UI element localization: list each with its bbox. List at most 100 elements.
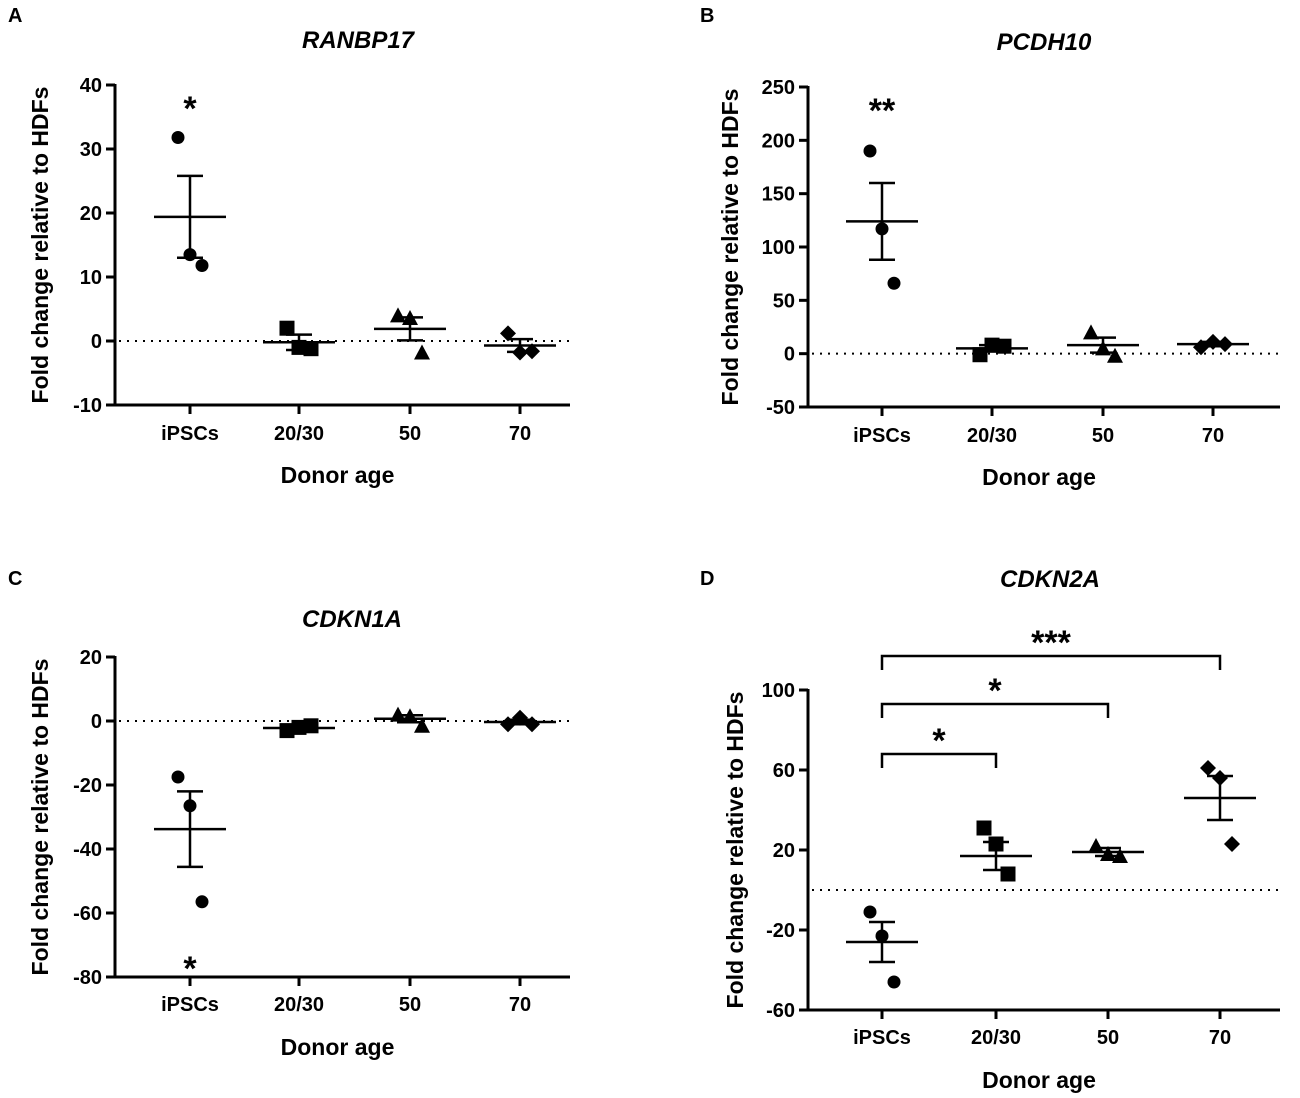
x-axis-title: Donor age: [281, 1034, 395, 1060]
group-50: [1067, 324, 1139, 363]
data-point-diamond: [1224, 836, 1240, 852]
y-tick-label: -20: [766, 920, 795, 942]
group-20-30: [263, 718, 335, 739]
x-tick-label: iPSCs: [161, 423, 219, 445]
y-axis-title: Fold change relative to HDFs: [717, 89, 743, 406]
y-tick-label: 60: [773, 760, 795, 782]
panel-letter: B: [700, 5, 714, 27]
data-point-triangle: [414, 344, 430, 360]
data-point-circle: [195, 895, 209, 909]
significance-bracket: [880, 654, 1222, 670]
y-tick-label: 20: [773, 840, 795, 862]
panel-letter: A: [8, 5, 22, 27]
chart-title: CDKN1A: [302, 606, 402, 633]
x-tick-label: 20/30: [971, 1027, 1021, 1049]
group-20-30: [956, 337, 1028, 363]
bracket-label: ***: [1031, 624, 1071, 662]
data-point-circle: [171, 770, 185, 784]
chart-panel-c: C CDKN1A -80 -60 -40 -20 0 20 iPSCs 20/30 50 70 Dono…: [8, 568, 570, 1060]
group-70: [1184, 760, 1256, 852]
y-tick-label: -50: [766, 397, 795, 419]
y-tick-label: -20: [73, 775, 102, 797]
y-tick-label: -80: [73, 967, 102, 989]
x-tick-label: 50: [399, 423, 421, 445]
data-point-triangle: [1107, 347, 1123, 363]
panel-letter: D: [700, 568, 714, 590]
group-ipscs: [846, 144, 918, 290]
data-point-diamond: [1200, 760, 1216, 776]
bracket-label: *: [988, 672, 1002, 710]
data-point-circle: [863, 905, 877, 919]
y-tick-label: 100: [762, 680, 795, 702]
x-tick-label: 20/30: [274, 994, 324, 1016]
y-axis-title: Fold change relative to HDFs: [27, 659, 53, 976]
x-axis-title: Donor age: [982, 464, 1096, 490]
y-axis-title: Fold change relative to HDFs: [722, 692, 748, 1009]
x-tick-label: 50: [399, 994, 421, 1016]
y-tick-label: 20: [80, 647, 102, 669]
data-point-circle: [887, 276, 901, 290]
group-50: [1072, 838, 1144, 863]
y-tick-label: 0: [784, 344, 795, 366]
y-tick-label: 100: [762, 237, 795, 259]
y-tick-label: 50: [773, 290, 795, 312]
x-tick-label: 20/30: [967, 425, 1017, 447]
chart-title: CDKN2A: [1000, 566, 1100, 593]
y-tick-label: 20: [80, 203, 102, 225]
y-tick-label: -60: [766, 1000, 795, 1022]
data-point-circle: [195, 258, 209, 272]
chart-title: PCDH10: [997, 29, 1092, 56]
chart-panel-a: A RANBP17 -10 0 10 20 30 40 iPSCs 20/30 50 70 Donor …: [8, 5, 570, 488]
panel-letter: C: [8, 568, 22, 590]
y-axis-title: Fold change relative to HDFs: [27, 87, 53, 404]
bracket-label: *: [932, 722, 946, 760]
y-tick-label: 40: [80, 75, 102, 97]
y-tick-label: 0: [91, 331, 102, 353]
significance-label: *: [183, 950, 197, 988]
y-tick-label: 30: [80, 139, 102, 161]
x-tick-label: iPSCs: [853, 425, 911, 447]
group-70: [1177, 333, 1249, 356]
group-ipscs: [154, 130, 226, 272]
chart-panel-d: D CDKN2A -60 -20 20 60 100 iPSCs 20/30 50 70 Donor …: [700, 566, 1280, 1093]
group-ipscs: [846, 905, 918, 989]
y-tick-label: 0: [91, 711, 102, 733]
x-tick-label: 70: [509, 994, 531, 1016]
group-70: [484, 709, 556, 733]
y-tick-label: -10: [73, 395, 102, 417]
y-tick-label: 150: [762, 184, 795, 206]
data-point-square: [303, 341, 319, 357]
group-50: [374, 307, 446, 360]
group-70: [484, 325, 556, 361]
chart-panel-b: B PCDH10 -50 0 50 100 150 200 250 iPSCs 20/30 50 70 D…: [700, 5, 1280, 490]
data-point-diamond: [500, 325, 516, 342]
significance-bracket: [880, 702, 1110, 718]
group-ipscs: [154, 770, 226, 909]
x-tick-label: iPSCs: [161, 994, 219, 1016]
group-50: [374, 706, 446, 733]
data-point-circle: [887, 975, 901, 989]
x-tick-label: iPSCs: [853, 1027, 911, 1049]
y-tick-label: 250: [762, 77, 795, 99]
x-tick-label: 50: [1092, 425, 1114, 447]
group-20-30: [263, 320, 335, 357]
x-tick-label: 20/30: [274, 423, 324, 445]
data-point-triangle: [1083, 324, 1099, 340]
data-point-circle: [863, 144, 877, 158]
data-point-circle: [171, 130, 185, 144]
data-point-square: [976, 820, 992, 836]
significance-label: *: [183, 90, 197, 128]
data-point-triangle: [414, 717, 430, 733]
data-point-triangle: [390, 307, 406, 323]
x-tick-label: 70: [1209, 1027, 1231, 1049]
significance-bracket: [880, 752, 998, 768]
y-tick-label: 10: [80, 267, 102, 289]
x-tick-label: 50: [1097, 1027, 1119, 1049]
y-tick-label: -60: [73, 903, 102, 925]
y-tick-label: -40: [73, 839, 102, 861]
chart-title: RANBP17: [302, 27, 416, 54]
significance-label: **: [869, 92, 896, 130]
x-axis-title: Donor age: [982, 1067, 1096, 1093]
y-tick-label: 200: [762, 130, 795, 152]
